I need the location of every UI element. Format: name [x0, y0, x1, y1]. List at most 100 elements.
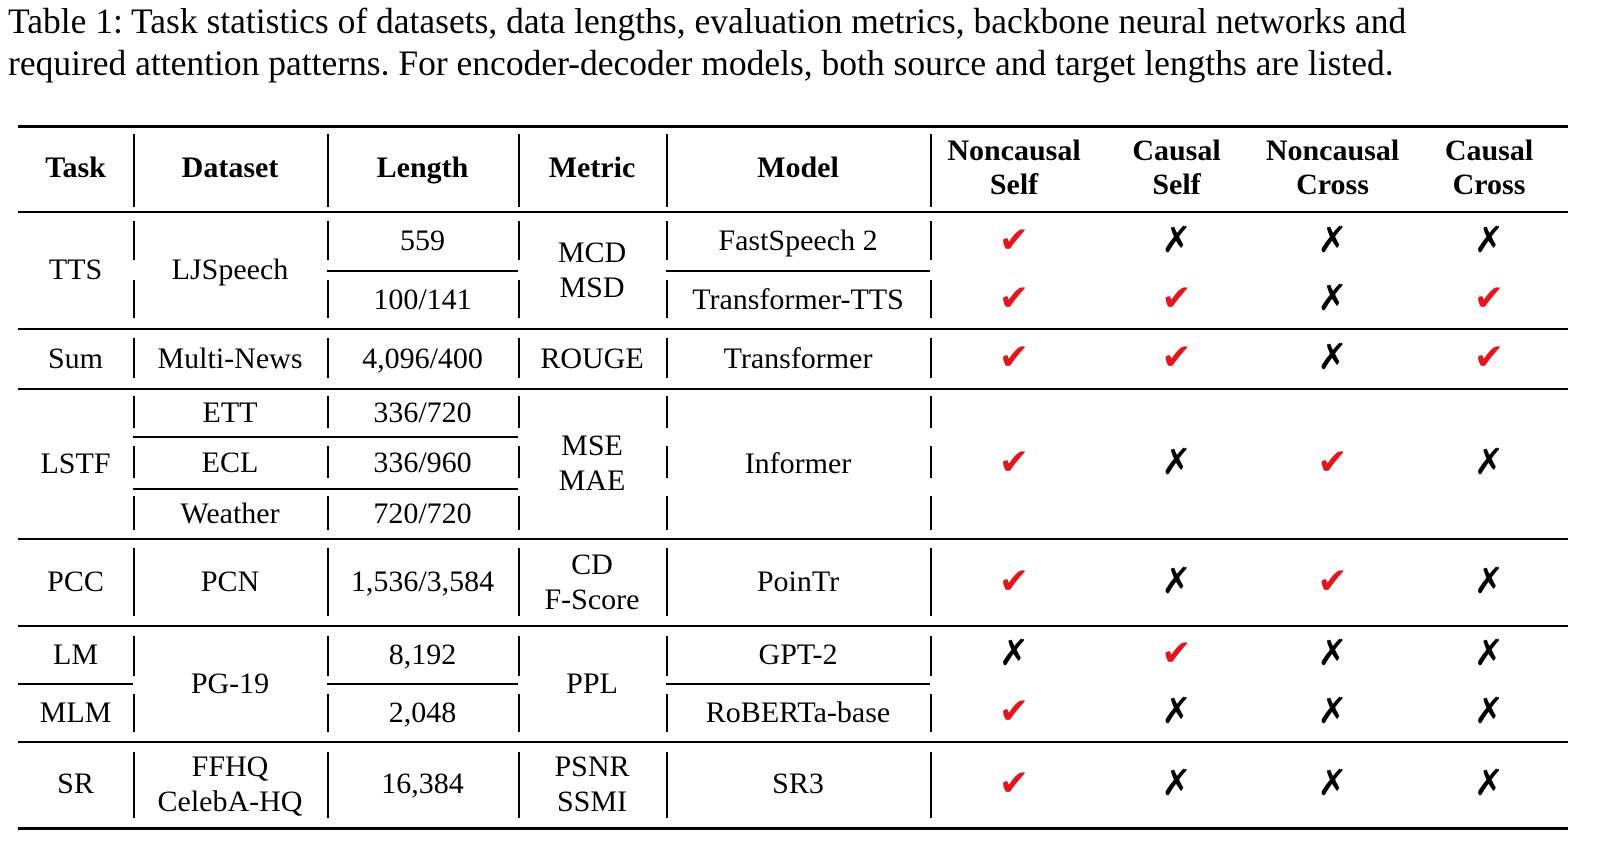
- column-rule: [930, 338, 932, 378]
- cross-icon: ✗: [1473, 691, 1505, 732]
- metric-cell: MSE MAE: [518, 388, 666, 538]
- cross-icon: ✗: [1317, 219, 1348, 261]
- cross-icon: ✗: [1317, 762, 1348, 804]
- column-rule: [518, 221, 520, 260]
- column-rule: [133, 636, 135, 676]
- model-cell: RoBERTa-base: [705, 695, 891, 729]
- column-rule: [930, 396, 932, 428]
- cross-icon: ✗: [1473, 442, 1505, 483]
- group-rule: [18, 388, 1568, 390]
- header-noncausal-cross: Noncausal Cross: [1255, 125, 1410, 211]
- checkmark-icon: ✔: [998, 442, 1030, 483]
- header-word: Cross: [1452, 168, 1526, 201]
- column-rule: [666, 134, 668, 207]
- model-cell: Transformer-TTS: [692, 282, 904, 316]
- metric-cell-line: F-Score: [544, 582, 640, 616]
- dataset-cell: PG-19: [190, 666, 270, 700]
- metric-cell: MCD MSD: [518, 211, 666, 328]
- column-rule: [133, 134, 135, 207]
- cross-icon: ✗: [1161, 691, 1192, 732]
- column-rule: [518, 548, 520, 616]
- inner-rule: [666, 683, 930, 685]
- column-rule: [518, 338, 520, 378]
- column-rule: [666, 396, 668, 428]
- header-causal-cross: Causal Cross: [1410, 125, 1568, 211]
- dataset-cell: PCN: [200, 565, 260, 598]
- column-rule: [133, 496, 135, 530]
- column-rule: [133, 280, 135, 318]
- dataset-cell: LJSpeech: [171, 253, 289, 286]
- metric-cell: PSNR SSMI: [518, 741, 666, 826]
- length-cell: 336/960: [373, 445, 472, 479]
- header-word: Noncausal: [947, 134, 1081, 167]
- dataset-cell-line: CelebA-HQ: [157, 784, 303, 818]
- cross-icon: ✗: [1473, 762, 1505, 804]
- column-rule: [133, 396, 135, 428]
- column-rule: [666, 221, 668, 260]
- checkmark-icon: ✔: [1317, 560, 1348, 602]
- task-cell: TTS: [48, 253, 103, 286]
- group-rule: [18, 625, 1568, 627]
- header-length: Length: [376, 151, 469, 184]
- checkmark-icon: ✔: [998, 560, 1030, 602]
- header-word: Self: [1152, 168, 1201, 201]
- dataset-cell: Multi-News: [157, 341, 303, 375]
- column-rule: [666, 548, 668, 616]
- checkmark-icon: ✔: [998, 691, 1030, 732]
- inner-rule: [327, 683, 518, 685]
- task-cell: PCC: [47, 565, 104, 598]
- column-rule: [930, 636, 932, 676]
- column-rule: [666, 338, 668, 378]
- header-word: Causal: [1132, 134, 1221, 167]
- metric-cell: CD F-Score: [518, 538, 666, 625]
- header-model: Model: [757, 151, 839, 184]
- checkmark-icon: ✔: [998, 278, 1030, 319]
- metric-cell-line: CD: [571, 547, 613, 581]
- column-rule: [930, 752, 932, 818]
- length-cell: 100/141: [373, 282, 472, 316]
- checkmark-icon: ✔: [1473, 337, 1505, 378]
- length-cell: 559: [400, 224, 445, 257]
- model-cell: PoinTr: [756, 565, 840, 598]
- metric-cell: PPL: [566, 666, 618, 700]
- column-rule: [930, 496, 932, 530]
- dataset-cell: ECL: [201, 445, 259, 479]
- header-causal-self: Causal Self: [1098, 125, 1255, 211]
- column-rule: [327, 496, 329, 530]
- metric-cell-line: MCD: [557, 235, 627, 269]
- metric-cell-line: MAE: [558, 464, 626, 497]
- header-metric: Metric: [548, 151, 636, 184]
- length-cell: 4,096/400: [362, 341, 483, 375]
- length-cell: 16,384: [381, 767, 464, 800]
- column-rule: [133, 221, 135, 260]
- column-rule: [666, 694, 668, 732]
- cross-icon: ✗: [998, 633, 1030, 674]
- inner-rule: [327, 270, 518, 272]
- header-task: Task: [45, 151, 106, 184]
- inner-rule: [18, 683, 133, 685]
- length-cell: 8,192: [388, 637, 457, 671]
- metric-cell-line: MSD: [559, 270, 625, 304]
- metric-cell: ROUGE: [540, 341, 644, 375]
- checkmark-icon: ✔: [1161, 633, 1192, 674]
- metric-cell-line: SSMI: [556, 784, 628, 818]
- task-cell: Sum: [47, 341, 104, 375]
- checkmark-icon: ✔: [1473, 278, 1505, 319]
- cross-icon: ✗: [1161, 219, 1192, 261]
- length-cell: 720/720: [373, 496, 472, 530]
- column-rule: [133, 446, 135, 478]
- model-cell: GPT-2: [758, 637, 838, 671]
- length-cell: 2,048: [388, 695, 457, 729]
- column-rule: [327, 134, 329, 207]
- task-cell: MLM: [39, 695, 112, 729]
- model-cell: Transformer: [723, 341, 873, 375]
- cross-icon: ✗: [1473, 560, 1505, 602]
- task-cell: SR: [57, 767, 94, 800]
- checkmark-icon: ✔: [1317, 442, 1348, 483]
- cross-icon: ✗: [1473, 219, 1505, 261]
- checkmark-icon: ✔: [1161, 337, 1192, 378]
- checkmark-icon: ✔: [998, 219, 1030, 261]
- column-rule: [133, 338, 135, 378]
- column-rule: [133, 694, 135, 732]
